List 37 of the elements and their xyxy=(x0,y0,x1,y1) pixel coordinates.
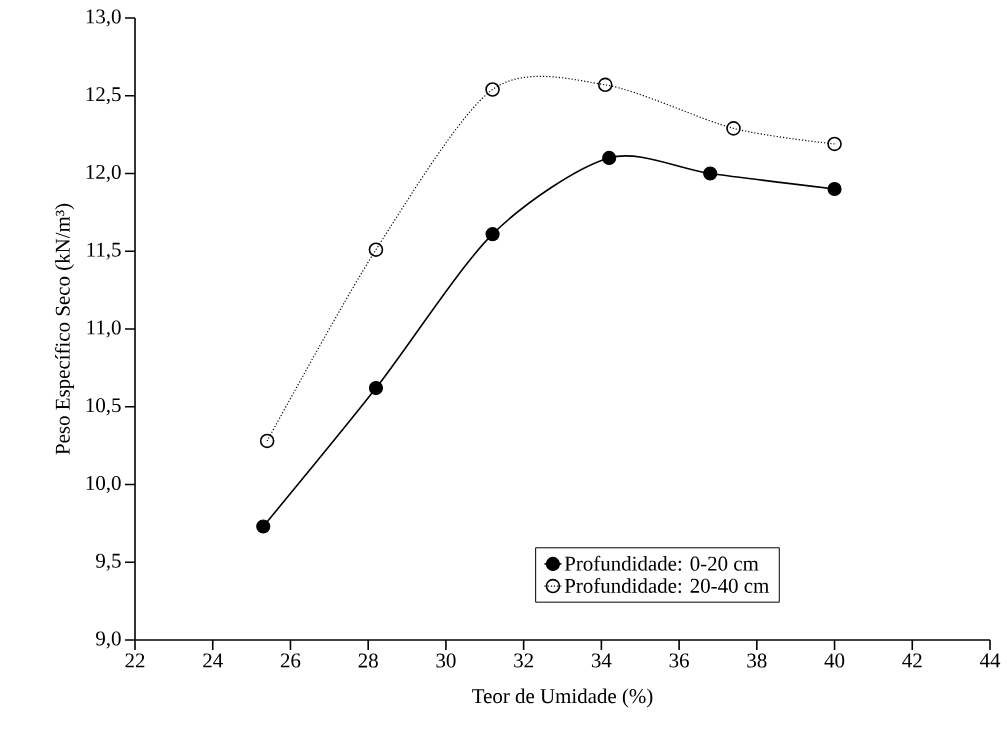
point xyxy=(827,136,842,152)
x-tick-label: 32 xyxy=(514,653,533,668)
point xyxy=(256,519,271,534)
point xyxy=(485,227,500,242)
legend-label: Profundidade: 0-20 cm xyxy=(564,555,759,571)
x-tick-label: 42 xyxy=(902,653,922,668)
x-tick-label: 44 xyxy=(979,653,1001,668)
x-tick-label: 24 xyxy=(203,653,223,668)
y-axis-title: Peso Específico Seco (kN/m³) xyxy=(54,203,75,455)
x-tick-label: 30 xyxy=(436,653,456,668)
legend-label: Profundidade: 20-40 cm xyxy=(564,577,769,593)
y-tick-label: 13,0 xyxy=(86,9,121,27)
x-tick-label: 26 xyxy=(280,653,301,668)
x-tick-label: 38 xyxy=(747,653,767,668)
y-tick-label: 12,0 xyxy=(86,164,121,183)
x-tick-label: 28 xyxy=(358,653,378,668)
point xyxy=(597,77,613,93)
point xyxy=(368,242,384,257)
y-tick-label: 9,5 xyxy=(96,553,121,571)
point xyxy=(368,381,384,396)
point xyxy=(726,121,741,136)
y-tick-label: 10,5 xyxy=(86,398,121,416)
x-axis-title: Teor de Umidade (%) xyxy=(472,688,653,708)
y-tick-label: 11,0 xyxy=(87,320,121,338)
y-tick-label: 10,0 xyxy=(86,475,121,494)
x-tick-label: 34 xyxy=(591,653,612,668)
y-tick-label: 11,5 xyxy=(87,242,121,260)
y-tick-label: 9,0 xyxy=(96,631,121,649)
y-tick-label: 12,5 xyxy=(86,87,121,105)
point xyxy=(485,82,500,97)
x-tick-label: 40 xyxy=(824,653,845,668)
point xyxy=(602,150,617,166)
point xyxy=(827,181,842,197)
x-tick-label: 22 xyxy=(125,653,145,668)
point xyxy=(259,433,275,449)
x-tick-label: 36 xyxy=(669,653,689,668)
point xyxy=(703,166,718,181)
